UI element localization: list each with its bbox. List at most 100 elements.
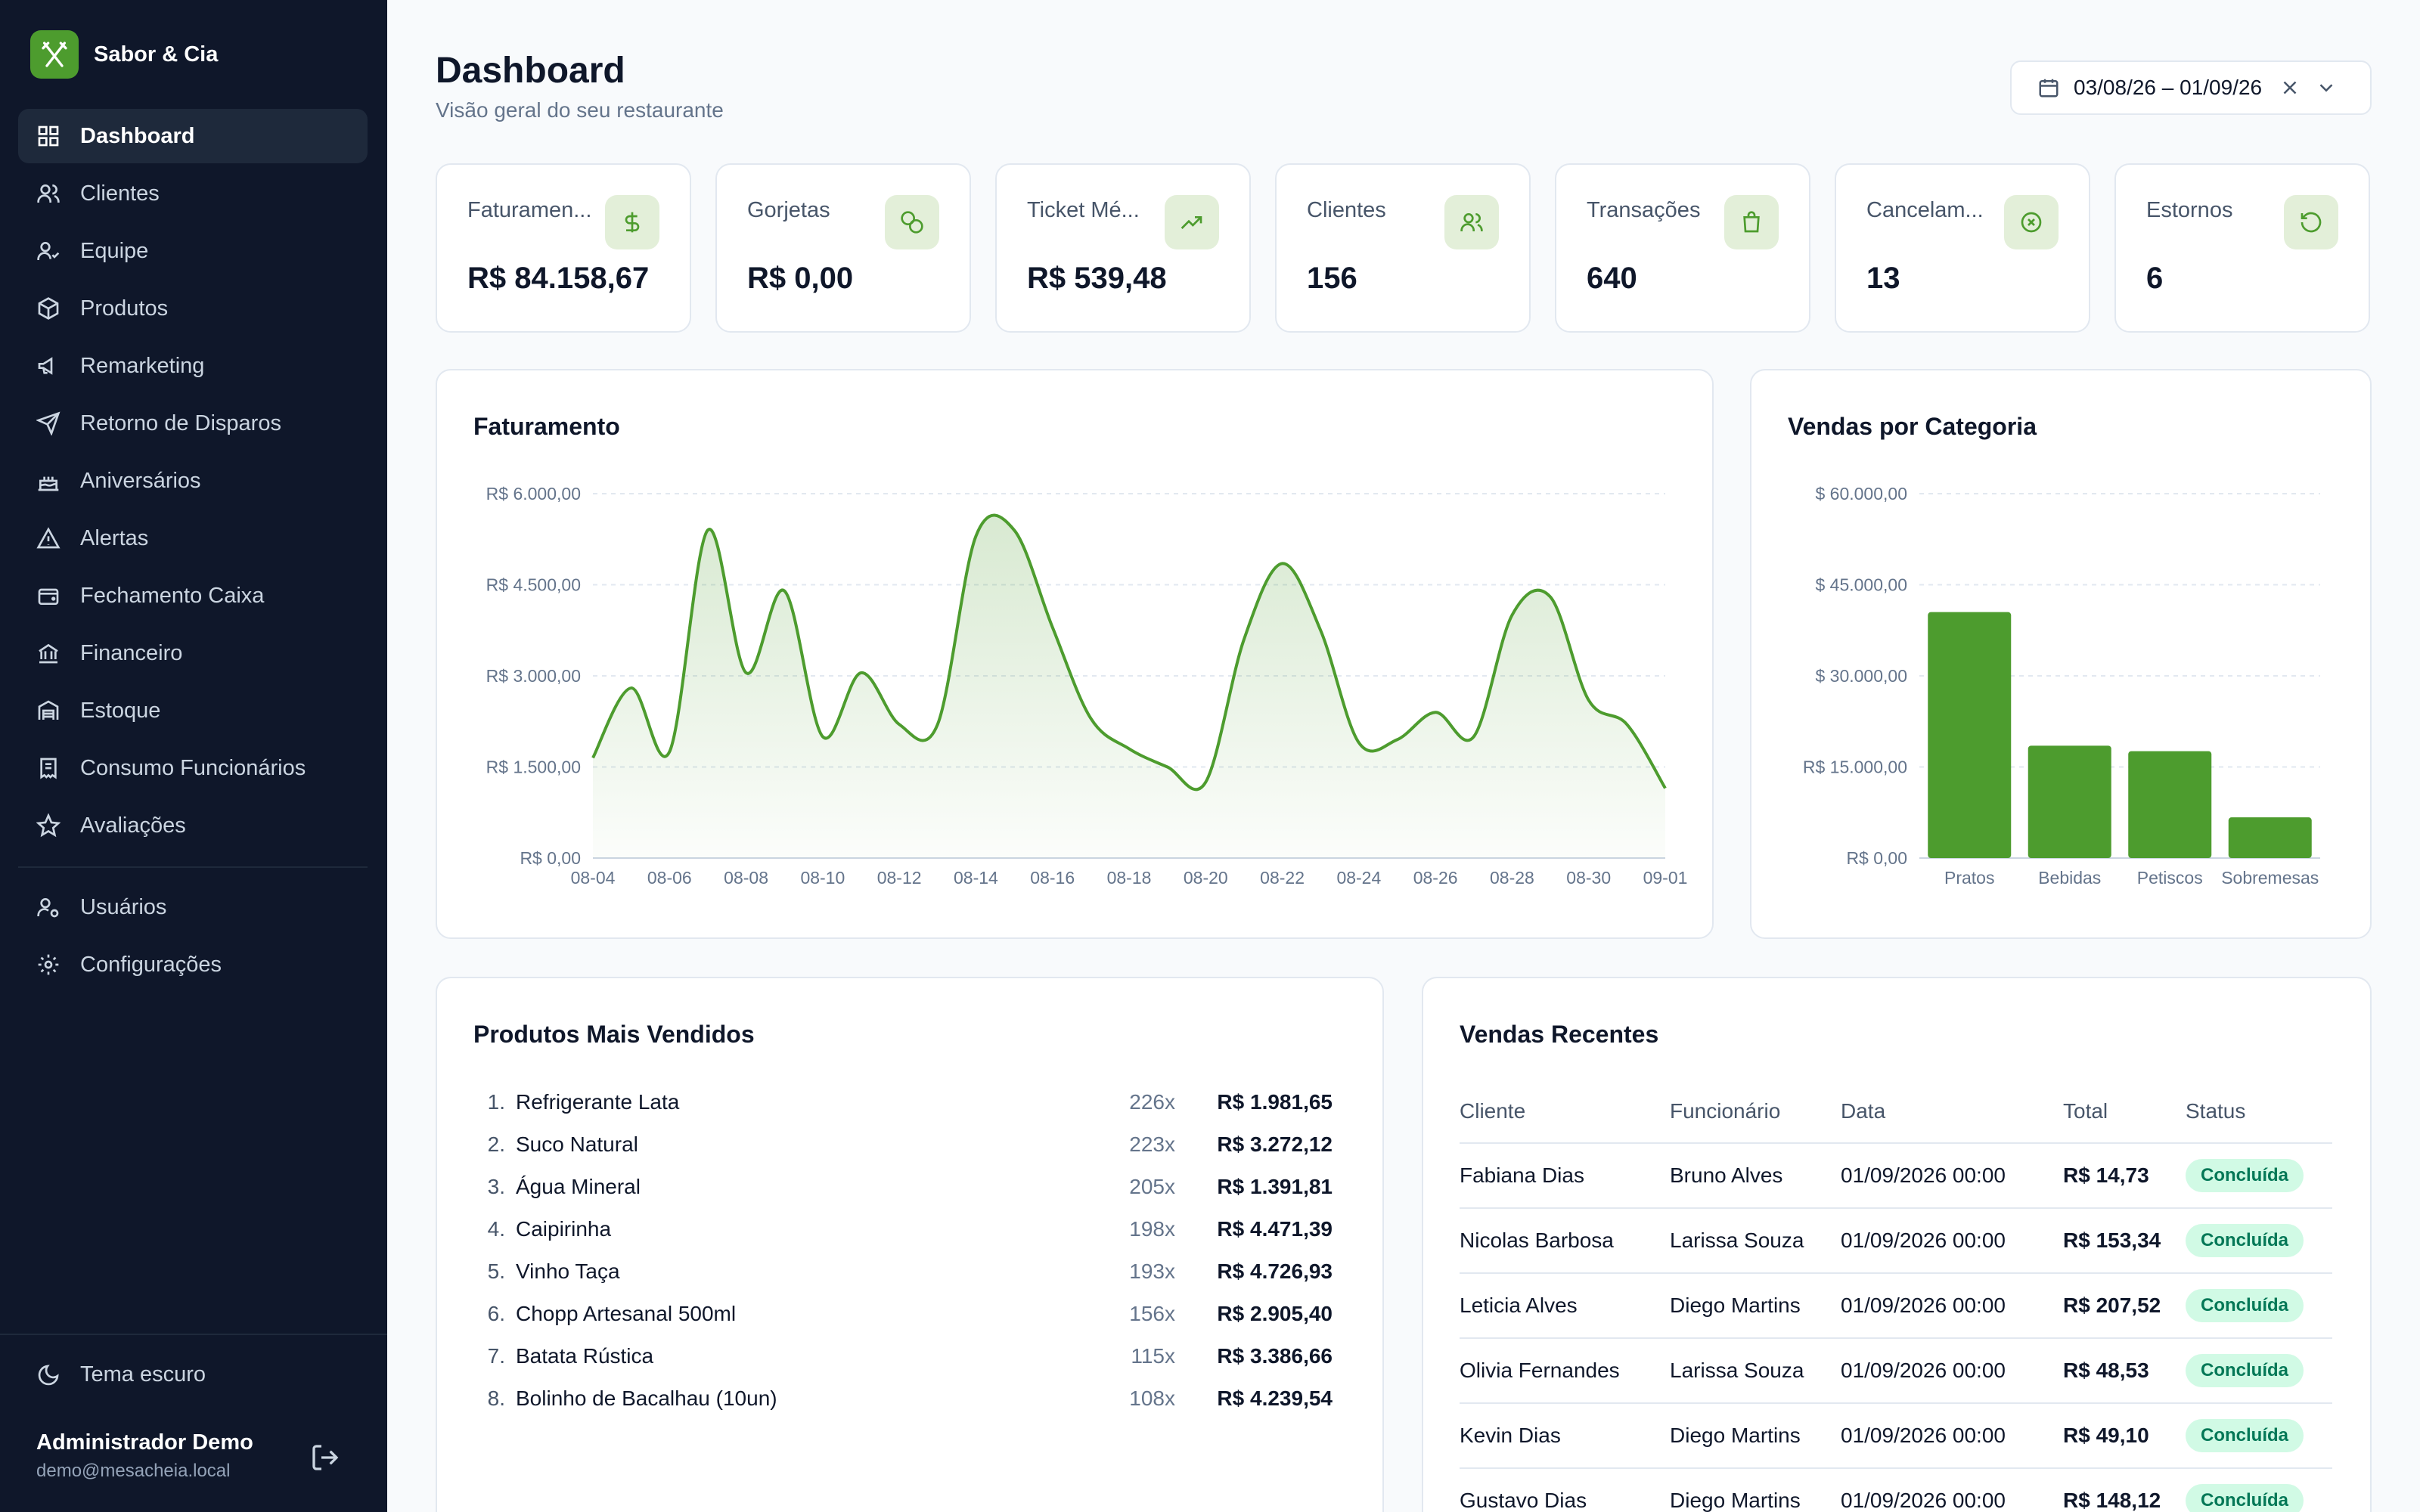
status-cell: Concluída <box>2186 1273 2332 1339</box>
product-rank: 3. <box>487 1175 505 1198</box>
sidebar-item-label: Retorno de Disparos <box>80 411 281 435</box>
product-quantity: 205x <box>1129 1175 1175 1198</box>
sidebar-footer: Tema escuro Administrador Demo demo@mesa… <box>0 1334 387 1512</box>
status-badge: Concluída <box>2186 1419 2304 1452</box>
date-cell: 01/09/2026 00:00 <box>1841 1208 2063 1274</box>
x-tick-label: Pratos <box>1944 868 1994 888</box>
sidebar-item-financeiro[interactable]: Financeiro <box>18 626 368 680</box>
close-icon[interactable] <box>2279 76 2301 99</box>
product-quantity: 198x <box>1129 1217 1175 1241</box>
sidebar-item-remarketing[interactable]: Remarketing <box>18 339 368 393</box>
x-tick-label: 08-04 <box>571 868 616 888</box>
date-range-value: 03/08/26 – 01/09/26 <box>2074 76 2263 99</box>
total-cell: R$ 153,34 <box>2063 1208 2186 1274</box>
column-header[interactable]: Total <box>2063 1080 2186 1144</box>
product-name: Chopp Artesanal 500ml <box>516 1302 737 1325</box>
x-tick-label: 08-10 <box>800 868 845 888</box>
sidebar-item-label: Aniversários <box>80 468 201 493</box>
date-cell: 01/09/2026 00:00 <box>1841 1338 2063 1404</box>
list-item[interactable]: 2. Suco Natural 223x R$ 3.272,12 <box>473 1123 1333 1166</box>
sidebar-item-retorno-disparos[interactable]: Retorno de Disparos <box>18 396 368 451</box>
brand[interactable]: Sabor & Cia <box>30 30 218 79</box>
sidebar-item-label: Produtos <box>80 296 169 321</box>
product-rank: 1. <box>487 1090 505 1114</box>
sidebar-item-configuracoes[interactable]: Configurações <box>18 937 368 992</box>
x-tick-label: 08-24 <box>1336 868 1381 888</box>
table-row[interactable]: Kevin Dias Diego Martins 01/09/2026 00:00 R… <box>1460 1403 2332 1469</box>
recent-sales-card: Vendas Recentes Cliente Funcionário Data… <box>1422 977 2372 1512</box>
list-item[interactable]: 4. Caipirinha 198x R$ 4.471,39 <box>473 1208 1333 1250</box>
user-name: Administrador Demo <box>36 1430 253 1455</box>
sidebar-item-label: Consumo Funcionários <box>80 755 306 780</box>
total-cell: R$ 207,52 <box>2063 1273 2186 1339</box>
sidebar-item-dashboard[interactable]: Dashboard <box>18 109 368 163</box>
user-cog-icon <box>37 898 59 918</box>
date-range-picker[interactable]: 03/08/26 – 01/09/26 <box>2010 60 2372 115</box>
sidebar-item-avaliacoes[interactable]: Avaliações <box>18 798 368 853</box>
employee-cell: Diego Martins <box>1670 1403 1841 1469</box>
product-total: R$ 1.981,65 <box>1217 1090 1333 1114</box>
x-tick-label: 08-12 <box>877 868 922 888</box>
sidebar-item-estoque[interactable]: Estoque <box>18 683 368 738</box>
table-row[interactable]: Fabiana Dias Bruno Alves 01/09/2026 00:00 R… <box>1460 1143 2332 1209</box>
x-tick-label: 09-01 <box>1643 868 1688 888</box>
sidebar-item-label: Alertas <box>80 525 149 550</box>
column-header[interactable]: Status <box>2186 1080 2332 1144</box>
send-icon <box>36 411 60 435</box>
product-quantity: 108x <box>1129 1387 1175 1410</box>
list-item[interactable]: 5. Vinho Taça 193x R$ 4.726,93 <box>473 1250 1333 1293</box>
logout-icon[interactable] <box>310 1442 340 1473</box>
sidebar-item-fechamento-caixa[interactable]: Fechamento Caixa <box>18 569 368 623</box>
sidebar: Sabor & Cia Dashboard Clientes Equipe Pr… <box>0 0 387 1512</box>
list-item[interactable]: 3. Água Mineral 205x R$ 1.391,81 <box>473 1166 1333 1208</box>
x-tick-label: 08-08 <box>724 868 768 888</box>
column-header[interactable]: Funcionário <box>1670 1080 1841 1144</box>
chevron-down-icon[interactable] <box>2315 76 2338 99</box>
product-rank: 2. <box>487 1132 505 1156</box>
date-cell: 01/09/2026 00:00 <box>1841 1403 2063 1469</box>
sidebar-item-clientes[interactable]: Clientes <box>18 166 368 221</box>
status-cell: Concluída <box>2186 1468 2332 1512</box>
revenue-chart-title: Faturamento <box>473 413 620 440</box>
package-icon <box>38 297 59 320</box>
total-cell: R$ 148,12 <box>2063 1468 2186 1512</box>
sidebar-item-aniversarios[interactable]: Aniversários <box>18 454 368 508</box>
kpi-ticket-medio: Ticket Mé... R$ 539,48 <box>995 163 1251 333</box>
list-item[interactable]: 6. Chopp Artesanal 500ml 156x R$ 2.905,40 <box>473 1293 1333 1335</box>
customer-cell: Gustavo Dias <box>1460 1468 1670 1512</box>
sidebar-item-equipe[interactable]: Equipe <box>18 224 368 278</box>
column-header[interactable]: Data <box>1841 1080 2063 1144</box>
column-header[interactable]: Cliente <box>1460 1080 1670 1144</box>
x-tick-label: 08-18 <box>1107 868 1152 888</box>
list-item[interactable]: 7. Batata Rústica 115x R$ 3.386,66 <box>473 1335 1333 1377</box>
sidebar-item-label: Dashboard <box>80 123 195 148</box>
theme-toggle[interactable]: Tema escuro <box>36 1362 206 1387</box>
users-icon <box>37 184 60 203</box>
series-area <box>593 515 1665 858</box>
sidebar-item-consumo-funcionarios[interactable]: Consumo Funcionários <box>18 741 368 795</box>
table-row[interactable]: Nicolas Barbosa Larissa Souza 01/09/2026 0… <box>1460 1208 2332 1274</box>
brand-name: Sabor & Cia <box>94 42 219 67</box>
table-row[interactable]: Olivia Fernandes Larissa Souza 01/09/2026 … <box>1460 1338 2332 1404</box>
list-item[interactable]: 8. Bolinho de Bacalhau (10un) 108x R$ 4.239… <box>473 1377 1333 1420</box>
calendar-icon <box>2039 79 2059 98</box>
sidebar-item-usuarios[interactable]: Usuários <box>18 880 368 934</box>
total-cell: R$ 14,73 <box>2063 1143 2186 1209</box>
date-cell: 01/09/2026 00:00 <box>1841 1273 2063 1339</box>
date-cell: 01/09/2026 00:00 <box>1841 1468 2063 1512</box>
product-rank: 7. <box>487 1344 505 1368</box>
sidebar-item-label: Equipe <box>80 238 149 263</box>
coins-icon <box>885 195 939 249</box>
product-total: R$ 4.471,39 <box>1217 1217 1333 1241</box>
customer-cell: Leticia Alves <box>1460 1273 1670 1339</box>
table-row[interactable]: Gustavo Dias Diego Martins 01/09/2026 00:0… <box>1460 1468 2332 1512</box>
y-tick-label: R$ 15.000,00 <box>1803 758 1907 777</box>
sidebar-item-alertas[interactable]: Alertas <box>18 511 368 565</box>
megaphone-icon <box>38 357 53 375</box>
kpi-value: R$ 0,00 <box>747 262 854 295</box>
table-row[interactable]: Leticia Alves Diego Martins 01/09/2026 00:… <box>1460 1273 2332 1339</box>
list-item[interactable]: 1. Refrigerante Lata 226x R$ 1.981,65 <box>473 1081 1333 1123</box>
kpi-value: R$ 539,48 <box>1027 262 1167 295</box>
sidebar-item-produtos[interactable]: Produtos <box>18 281 368 336</box>
star-icon <box>36 813 60 838</box>
